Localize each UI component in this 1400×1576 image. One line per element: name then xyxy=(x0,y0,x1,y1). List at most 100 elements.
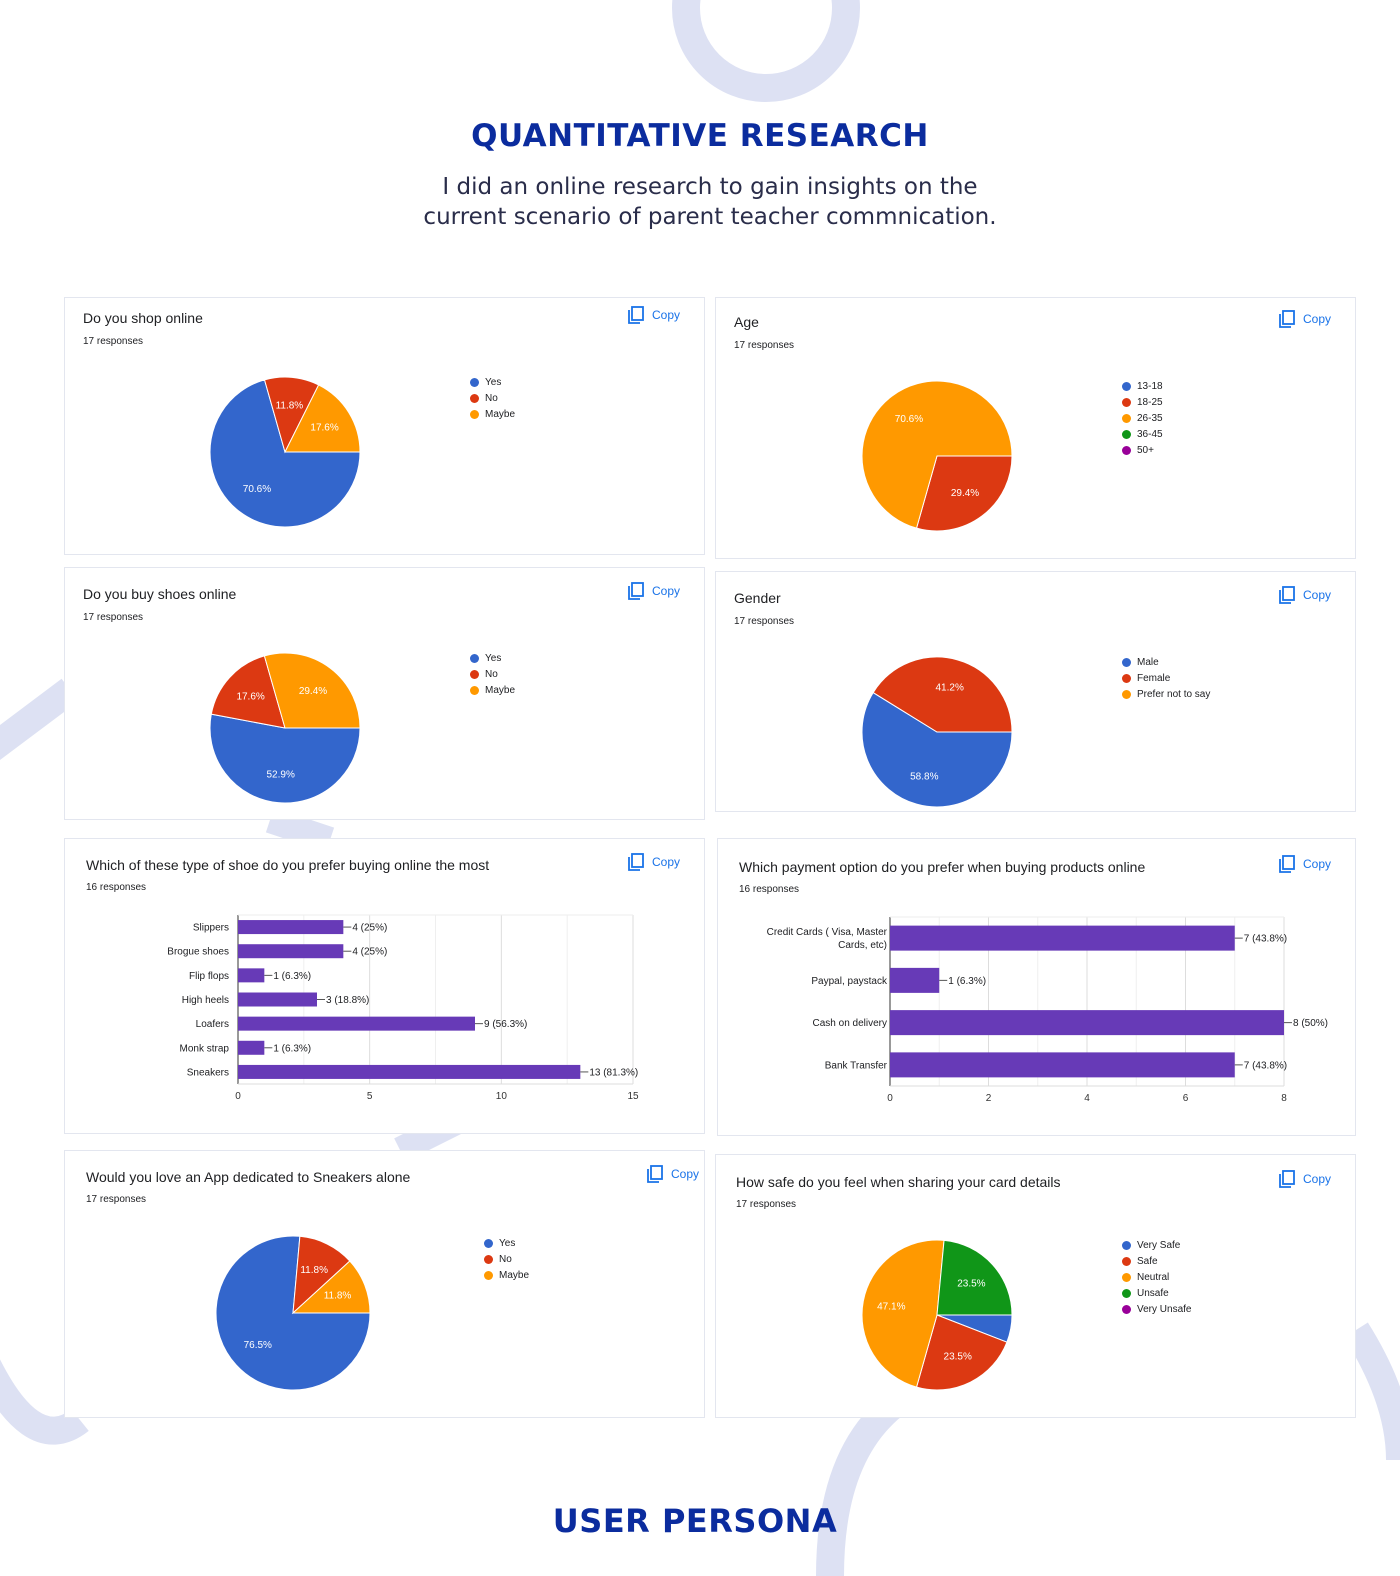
pie-data-label: 58.8% xyxy=(910,772,938,783)
legend-label: 13-18 xyxy=(1137,380,1163,392)
legend-item-yes: Yes xyxy=(470,374,515,390)
legend-swatch xyxy=(484,1254,493,1264)
chart-card-gender: Gender 17 responses Copy 58.8% 41.2% Male… xyxy=(715,571,1356,812)
legend-item-maybe: Maybe xyxy=(470,406,515,422)
legend-swatch xyxy=(1122,1304,1131,1314)
legend-label: Female xyxy=(1137,672,1171,684)
legend-label: Yes xyxy=(485,376,502,388)
pie-slice-male xyxy=(861,691,1013,808)
pie-data-label: 23.5% xyxy=(957,1279,985,1290)
legend-item-prefer-not-to-say: Prefer not to say xyxy=(1122,686,1210,702)
copy-button[interactable]: Copy xyxy=(1279,1170,1331,1188)
pie-data-label: 70.6% xyxy=(243,484,271,495)
copy-button[interactable]: Copy xyxy=(647,1165,699,1183)
category-label: Brogue shoes xyxy=(167,947,229,958)
legend-label: No xyxy=(499,1253,512,1265)
category-label: Cards, etc) xyxy=(838,940,887,951)
top-ring-decoration xyxy=(672,0,860,102)
bar-data-label: 3 (18.8%) xyxy=(326,995,369,1006)
pie-slice-neutral xyxy=(861,1239,945,1388)
legend-label: Maybe xyxy=(499,1269,530,1281)
legend-swatch xyxy=(1122,1272,1131,1282)
bottom-left-ring-decoration xyxy=(0,1359,89,1445)
chart-card-sneaker-app: Would you love an App dedicated to Sneak… xyxy=(64,1150,705,1418)
response-count: 16 responses xyxy=(739,884,800,895)
legend-label: Yes xyxy=(499,1237,516,1249)
pie-data-label: 17.6% xyxy=(310,423,338,434)
bar-data-label: 4 (25%) xyxy=(352,923,387,934)
chart-card-age: Age 17 responses Copy 29.4% 70.6% 13-18 18… xyxy=(715,297,1356,559)
legend-swatch xyxy=(470,685,479,695)
bar-monk-strap xyxy=(238,1040,265,1055)
copy-icon xyxy=(647,1165,663,1183)
left-stroke-decoration xyxy=(0,678,79,760)
legend-label: Neutral xyxy=(1137,1271,1170,1283)
pie-data-label: 29.4% xyxy=(951,488,979,499)
legend-item-yes: Yes xyxy=(470,650,515,666)
copy-icon xyxy=(1279,1170,1295,1188)
pie-data-label: 29.4% xyxy=(299,686,327,697)
pie-slice-unsafe xyxy=(936,1239,1013,1316)
legend-item-18-25: 18-25 xyxy=(1122,394,1163,410)
bar-sneakers xyxy=(238,1064,581,1079)
legend-item-male: Male xyxy=(1122,654,1210,670)
x-tick-label: 5 xyxy=(367,1091,373,1102)
chart-card-payment-option: Which payment option do you prefer when … xyxy=(717,838,1356,1136)
pie-slice-yes xyxy=(209,713,361,804)
legend-swatch xyxy=(470,393,479,403)
pie-chart: 29.4% 70.6% xyxy=(861,380,1013,532)
copy-button[interactable]: Copy xyxy=(1279,855,1331,873)
pie-slice-yes xyxy=(209,379,361,528)
legend-label: Maybe xyxy=(485,684,516,696)
copy-button[interactable]: Copy xyxy=(1279,586,1331,604)
bar-data-label: 1 (6.3%) xyxy=(273,971,311,982)
category-label: Cash on delivery xyxy=(813,1018,887,1029)
bar-flip-flops xyxy=(238,968,265,983)
response-count: 17 responses xyxy=(734,616,795,627)
legend-swatch xyxy=(1122,445,1131,455)
bar-high-heels xyxy=(238,992,317,1007)
legend-item-maybe: Maybe xyxy=(484,1267,529,1283)
pie-chart: 23.5% 47.1% 23.5% xyxy=(861,1239,1013,1391)
x-tick-label: 2 xyxy=(986,1093,992,1104)
legend-label: Safe xyxy=(1137,1255,1158,1267)
x-tick-label: 4 xyxy=(1084,1093,1090,1104)
category-label: High heels xyxy=(182,995,229,1006)
x-tick-label: 0 xyxy=(887,1093,893,1104)
x-tick-label: 0 xyxy=(235,1091,241,1102)
legend-label: Maybe xyxy=(485,408,516,420)
copy-button[interactable]: Copy xyxy=(628,853,680,871)
copy-button[interactable]: Copy xyxy=(1279,310,1331,328)
copy-icon xyxy=(1279,855,1295,873)
copy-label: Copy xyxy=(651,855,680,869)
copy-icon xyxy=(1279,310,1295,328)
pie-chart: 70.6% 11.8% 17.6% xyxy=(209,376,361,528)
copy-button[interactable]: Copy xyxy=(628,306,680,324)
copy-label: Copy xyxy=(1302,312,1331,326)
question-title: Do you shop online xyxy=(83,310,203,326)
legend-item-26-35: 26-35 xyxy=(1122,410,1163,426)
question-title: How safe do you feel when sharing your c… xyxy=(736,1174,1061,1190)
legend-item-36-45: 36-45 xyxy=(1122,426,1163,442)
legend-label: No xyxy=(485,668,498,680)
legend-item-yes: Yes xyxy=(484,1235,529,1251)
chart-card-shoe-type: Which of these type of shoe do you prefe… xyxy=(64,838,705,1134)
legend-item-unsafe: Unsafe xyxy=(1122,1285,1191,1301)
response-count: 17 responses xyxy=(86,1194,147,1205)
pie-data-label: 52.9% xyxy=(267,769,295,780)
copy-label: Copy xyxy=(670,1167,699,1181)
pie-slice-26-35 xyxy=(861,380,1013,529)
pie-slice-maybe xyxy=(263,652,361,729)
legend-swatch xyxy=(470,669,479,679)
x-tick-label: 6 xyxy=(1183,1093,1189,1104)
legend-item-50: 50+ xyxy=(1122,442,1163,458)
legend-item-very-safe: Very Safe xyxy=(1122,1237,1191,1253)
category-label: Slippers xyxy=(193,923,229,934)
copy-button[interactable]: Copy xyxy=(628,582,680,600)
category-label: Paypal, paystack xyxy=(811,976,888,987)
bar-data-label: 9 (56.3%) xyxy=(484,1019,527,1030)
question-title: Which of these type of shoe do you prefe… xyxy=(86,857,490,873)
legend-label: Male xyxy=(1137,656,1159,668)
bar-data-label: 7 (43.8%) xyxy=(1244,1060,1287,1071)
legend-swatch xyxy=(484,1270,493,1280)
